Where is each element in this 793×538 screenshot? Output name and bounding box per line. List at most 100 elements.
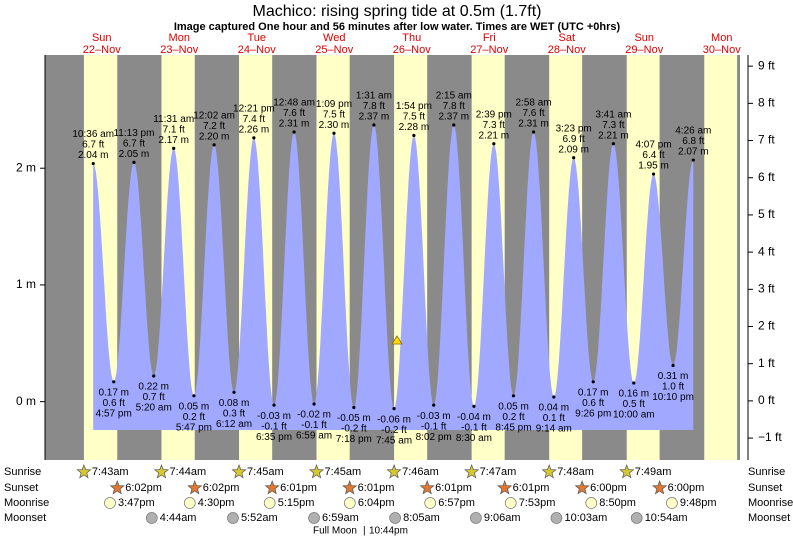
tide-meters: -0.03 m bbox=[417, 411, 451, 422]
tide-feet: 0.7 ft bbox=[143, 392, 165, 403]
sunset-icon bbox=[652, 480, 668, 495]
day-label: Mon bbox=[169, 32, 190, 44]
tide-point bbox=[172, 146, 176, 150]
tide-point bbox=[192, 394, 196, 398]
sunrise-time: 7:44am bbox=[169, 466, 206, 478]
tide-point bbox=[452, 123, 456, 127]
sunset-icon bbox=[574, 480, 590, 495]
tide-point bbox=[312, 402, 316, 406]
sunrise-icon bbox=[231, 464, 247, 479]
tide-point bbox=[432, 403, 436, 407]
moonset-time: 4:44am bbox=[160, 512, 197, 524]
date-label: 23–Nov bbox=[160, 44, 198, 56]
sunset-time: 6:02pm bbox=[125, 482, 162, 494]
moonrise-icon bbox=[666, 497, 678, 509]
tide-point bbox=[392, 407, 396, 411]
y2-tick-label: 4 ft bbox=[758, 244, 775, 258]
tide-time: 1:54 pm bbox=[396, 101, 432, 112]
tide-feet: 1.0 ft bbox=[662, 382, 684, 393]
sunrise-icon bbox=[464, 464, 480, 479]
tide-time: 2:15 am bbox=[436, 91, 472, 102]
moonrise-time: 3:47pm bbox=[118, 497, 155, 509]
day-label: Sun bbox=[634, 32, 654, 44]
moonrise-icon bbox=[183, 497, 196, 509]
tide-time: 5:47 pm bbox=[176, 422, 212, 433]
sunrise-time: 7:45am bbox=[247, 466, 284, 478]
moonrise-time: 8:50pm bbox=[599, 497, 636, 509]
sunset-icon bbox=[419, 480, 435, 495]
row-label: Sunset bbox=[748, 482, 782, 494]
tide-point bbox=[552, 395, 556, 399]
tide-meters: -0.05 m bbox=[337, 413, 371, 424]
sunrise-time: 7:49am bbox=[635, 466, 672, 478]
tide-meters: 2.05 m bbox=[119, 149, 150, 160]
tide-time: 3:23 pm bbox=[556, 123, 592, 134]
tide-meters: 2.28 m bbox=[399, 122, 430, 133]
tide-time: 9:14 am bbox=[536, 424, 572, 435]
tide-time: 8:02 pm bbox=[416, 432, 452, 443]
day-label: Sat bbox=[558, 32, 575, 44]
moonset-time: 5:52am bbox=[241, 512, 278, 524]
sunrise-time: 7:48am bbox=[557, 466, 594, 478]
tide-meters: 2.37 m bbox=[438, 112, 469, 123]
tide-meters: 0.17 m bbox=[98, 387, 129, 398]
tide-time: 10:36 am bbox=[72, 129, 114, 140]
tide-time: 4:57 pm bbox=[96, 408, 132, 419]
tide-meters: 0.08 m bbox=[219, 398, 250, 409]
chart-subtitle: Image captured One hour and 56 minutes a… bbox=[174, 21, 621, 33]
tide-point bbox=[352, 405, 356, 410]
tide-point bbox=[112, 380, 116, 384]
tide-feet: 0.1 ft bbox=[543, 413, 565, 424]
date-label: 28–Nov bbox=[548, 44, 586, 56]
sunset-time: 6:01pm bbox=[435, 482, 472, 494]
tide-meters: 2.31 m bbox=[279, 119, 310, 130]
tide-time: 8:45 pm bbox=[495, 422, 531, 433]
tide-time: 11:31 am bbox=[153, 114, 194, 125]
tide-meters: -0.04 m bbox=[457, 412, 491, 423]
y2-tick-label: 8 ft bbox=[758, 96, 775, 110]
row-label: Sunrise bbox=[4, 466, 41, 478]
sunrise-icon bbox=[619, 464, 635, 479]
sunrise-icon bbox=[541, 464, 557, 479]
y2-tick-label: 2 ft bbox=[758, 319, 775, 333]
sunset-time: 6:01pm bbox=[358, 482, 395, 494]
date-label: 29–Nov bbox=[625, 44, 663, 56]
date-label: 26–Nov bbox=[393, 44, 431, 56]
tide-time: 12:02 am bbox=[193, 111, 235, 122]
tide-feet: 0.6 ft bbox=[582, 398, 604, 409]
tide-feet: 0.3 ft bbox=[223, 408, 245, 419]
sunrise-icon bbox=[76, 464, 92, 479]
tide-feet: 7.4 ft bbox=[243, 114, 265, 125]
date-label: 22–Nov bbox=[83, 44, 121, 56]
date-label: 25–Nov bbox=[315, 44, 353, 56]
tide-time: 11:13 pm bbox=[113, 128, 154, 139]
tide-meters: 2.37 m bbox=[359, 112, 390, 123]
sunrise-icon bbox=[153, 464, 170, 479]
sunrise-icon bbox=[308, 464, 325, 479]
tide-meters: 0.05 m bbox=[179, 401, 210, 412]
tide-time: 3:41 am bbox=[595, 109, 631, 120]
y2-tick-label: 7 ft bbox=[758, 133, 775, 147]
moon-phase-time: 10:44pm bbox=[369, 526, 408, 537]
y2-tick-label: 6 ft bbox=[758, 170, 775, 184]
tide-area bbox=[93, 125, 694, 430]
moonset-time: 9:06am bbox=[484, 512, 521, 524]
y2-tick-label: 5 ft bbox=[758, 207, 775, 221]
y2-tick-label: −1 ft bbox=[758, 430, 782, 444]
tide-point bbox=[252, 136, 256, 140]
moonrise-icon bbox=[263, 497, 276, 509]
sunset-icon bbox=[264, 480, 280, 495]
tide-point bbox=[372, 123, 376, 127]
moonset-icon bbox=[630, 512, 643, 524]
day-label: Fri bbox=[483, 32, 496, 44]
tide-feet: 6.7 ft bbox=[123, 139, 145, 150]
current-level-marker bbox=[391, 335, 403, 345]
moonrise-time: 6:57pm bbox=[438, 497, 475, 509]
row-label: Moonrise bbox=[748, 497, 793, 509]
tide-point bbox=[412, 133, 416, 138]
tide-meters: 0.17 m bbox=[578, 387, 609, 398]
sunset-icon bbox=[497, 480, 513, 495]
tide-meters: 2.21 m bbox=[598, 130, 629, 141]
tide-meters: 1.95 m bbox=[638, 161, 669, 172]
tide-meters: 2.07 m bbox=[678, 147, 709, 158]
